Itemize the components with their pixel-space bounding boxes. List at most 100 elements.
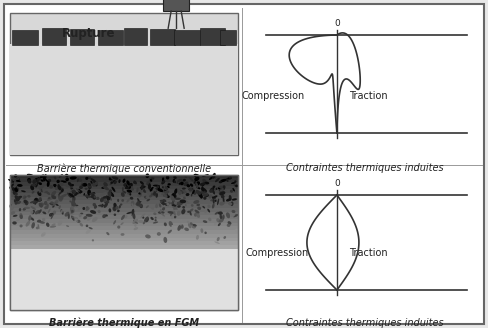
Ellipse shape <box>57 188 63 189</box>
Ellipse shape <box>177 211 181 216</box>
Ellipse shape <box>171 225 174 229</box>
Ellipse shape <box>12 221 17 225</box>
Ellipse shape <box>217 190 220 192</box>
Ellipse shape <box>137 198 140 204</box>
Ellipse shape <box>115 206 119 210</box>
Ellipse shape <box>128 186 134 191</box>
Ellipse shape <box>40 174 44 178</box>
Ellipse shape <box>40 203 44 206</box>
Ellipse shape <box>144 196 148 199</box>
Ellipse shape <box>32 210 35 214</box>
Ellipse shape <box>144 216 148 222</box>
Ellipse shape <box>205 194 209 197</box>
Ellipse shape <box>10 211 15 215</box>
Ellipse shape <box>90 178 96 182</box>
Ellipse shape <box>163 194 167 198</box>
Ellipse shape <box>68 214 70 219</box>
Ellipse shape <box>77 220 81 223</box>
Ellipse shape <box>101 192 107 195</box>
Ellipse shape <box>73 208 75 213</box>
Ellipse shape <box>163 190 169 194</box>
Ellipse shape <box>35 178 39 182</box>
Ellipse shape <box>209 176 214 180</box>
Ellipse shape <box>46 223 49 227</box>
Ellipse shape <box>156 193 158 198</box>
Ellipse shape <box>16 180 20 182</box>
Ellipse shape <box>126 180 130 186</box>
Ellipse shape <box>188 188 193 191</box>
Ellipse shape <box>31 222 35 229</box>
Ellipse shape <box>61 180 67 183</box>
Ellipse shape <box>182 211 184 214</box>
Ellipse shape <box>19 208 21 211</box>
Text: Rupture: Rupture <box>62 27 116 39</box>
Ellipse shape <box>170 202 172 204</box>
Ellipse shape <box>34 199 38 203</box>
Ellipse shape <box>103 182 108 187</box>
Ellipse shape <box>142 188 146 193</box>
Ellipse shape <box>153 185 160 187</box>
Ellipse shape <box>191 204 194 207</box>
Ellipse shape <box>34 203 36 205</box>
Ellipse shape <box>180 219 183 222</box>
Ellipse shape <box>163 203 165 205</box>
Ellipse shape <box>90 181 93 184</box>
Ellipse shape <box>71 200 75 205</box>
Bar <box>124 28 147 45</box>
Ellipse shape <box>212 196 217 202</box>
Text: Compression: Compression <box>245 248 309 257</box>
Ellipse shape <box>69 214 74 215</box>
Ellipse shape <box>27 179 31 184</box>
Ellipse shape <box>194 175 199 181</box>
Ellipse shape <box>72 192 79 195</box>
Ellipse shape <box>213 176 216 179</box>
Ellipse shape <box>228 202 232 205</box>
Ellipse shape <box>146 205 149 208</box>
Ellipse shape <box>114 214 116 216</box>
Ellipse shape <box>163 189 168 193</box>
Ellipse shape <box>218 219 221 221</box>
Ellipse shape <box>212 173 216 179</box>
Ellipse shape <box>162 181 165 183</box>
Ellipse shape <box>191 194 192 196</box>
Ellipse shape <box>53 184 56 187</box>
Ellipse shape <box>129 193 131 195</box>
Ellipse shape <box>11 204 14 211</box>
Bar <box>10 175 238 310</box>
Ellipse shape <box>227 224 230 227</box>
Ellipse shape <box>80 190 82 193</box>
Ellipse shape <box>174 180 176 183</box>
Ellipse shape <box>14 199 17 203</box>
Ellipse shape <box>212 203 215 209</box>
Bar <box>10 245 238 249</box>
Ellipse shape <box>174 215 176 218</box>
Ellipse shape <box>163 194 166 197</box>
Ellipse shape <box>165 204 169 206</box>
Ellipse shape <box>167 230 172 234</box>
Ellipse shape <box>203 196 206 200</box>
Ellipse shape <box>41 179 44 182</box>
Ellipse shape <box>199 191 205 195</box>
Ellipse shape <box>61 194 67 197</box>
Ellipse shape <box>207 209 210 213</box>
Ellipse shape <box>50 226 56 228</box>
Ellipse shape <box>119 205 121 209</box>
Ellipse shape <box>46 198 53 201</box>
Ellipse shape <box>57 180 60 183</box>
Ellipse shape <box>79 185 83 189</box>
Ellipse shape <box>215 212 219 215</box>
Ellipse shape <box>113 180 116 183</box>
Ellipse shape <box>90 210 96 214</box>
Ellipse shape <box>37 177 40 180</box>
Ellipse shape <box>140 181 144 185</box>
Ellipse shape <box>168 202 170 204</box>
Ellipse shape <box>145 195 149 198</box>
Ellipse shape <box>76 188 80 192</box>
Ellipse shape <box>38 184 41 190</box>
Ellipse shape <box>53 184 57 187</box>
Ellipse shape <box>106 201 109 203</box>
Ellipse shape <box>193 191 196 195</box>
Ellipse shape <box>86 214 93 217</box>
Ellipse shape <box>72 191 76 195</box>
Ellipse shape <box>180 182 184 185</box>
